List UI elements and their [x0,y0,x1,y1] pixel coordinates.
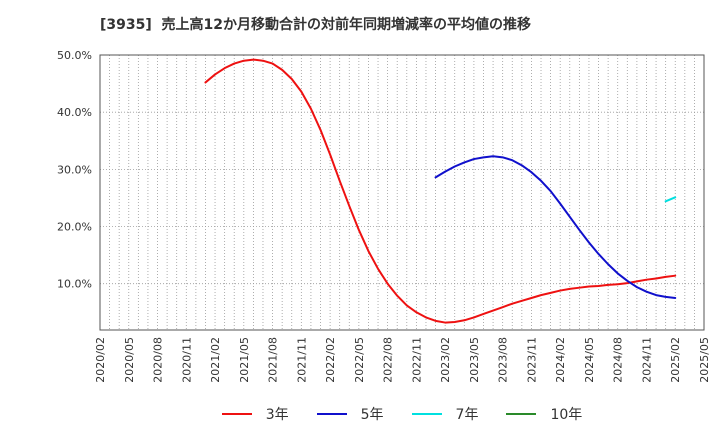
legend-item-3-year[interactable]: 3年 [221,404,289,424]
y-tick-label: 40.0% [57,106,92,119]
y-tick-label: 10.0% [57,278,92,291]
x-tick-label: 2022/02 [324,337,337,383]
series-layer [204,58,677,324]
legend-label-3-year: 3年 [265,407,289,423]
plot-frame [99,54,705,331]
series-line-3-year [204,58,677,324]
series-line-7-year [664,196,677,203]
legend-item-7-year[interactable]: 7年 [411,404,479,424]
legend-swatch-10-year [506,413,537,415]
grid-layer [100,54,704,330]
x-tick-label: 2024/02 [554,337,567,383]
x-tick-label: 2023/08 [497,337,510,383]
x-tick-label: 2022/11 [410,337,423,383]
x-tick-label: 2020/08 [152,337,165,383]
x-tick-label: 2021/08 [267,337,280,383]
legend-swatch-5-year [316,413,347,415]
x-tick-label: 2024/05 [583,337,596,383]
legend-item-10-year[interactable]: 10年 [506,404,582,424]
x-tick-label: 2025/05 [698,337,711,383]
legend-label-5-year: 5年 [360,407,384,423]
series-line-5-year [434,155,677,299]
legend-item-5-year[interactable]: 5年 [316,404,384,424]
x-tick-label: 2023/02 [439,337,452,383]
legend-label-7-year: 7年 [455,407,479,423]
legend-swatch-7-year [411,413,442,415]
y-tick-label: 30.0% [57,163,92,176]
x-tick-label: 2023/11 [525,337,538,383]
legend-label-10-year: 10年 [550,407,583,423]
x-tick-label: 2022/08 [382,337,395,383]
y-tick-label: 50.0% [57,49,92,62]
axis-labels-layer: 10.0% 20.0% 30.0% 40.0% 50.0% 2020/02 2020/05 2… [57,49,711,383]
x-tick-label: 2024/08 [612,337,625,383]
x-tick-label: 2021/02 [209,337,222,383]
legend: 3年 5年 7年 10年 [100,403,704,425]
frame-layer [99,54,705,331]
x-tick-label: 2023/05 [468,337,481,383]
x-tick-label: 2024/11 [640,337,653,383]
chart-title: [3935] 売上高12か月移動合計の対前年同期増減率の平均値の推移 [100,17,531,33]
x-tick-label: 2021/05 [238,337,251,383]
x-tick-label: 2025/02 [669,337,682,383]
x-tick-label: 2020/02 [94,337,107,383]
legend-swatch-3-year [221,413,252,415]
x-tick-label: 2020/05 [123,337,136,383]
y-tick-label: 20.0% [57,221,92,234]
x-tick-label: 2022/05 [353,337,366,383]
x-tick-label: 2021/11 [295,337,308,383]
x-tick-label: 2020/11 [180,337,193,383]
